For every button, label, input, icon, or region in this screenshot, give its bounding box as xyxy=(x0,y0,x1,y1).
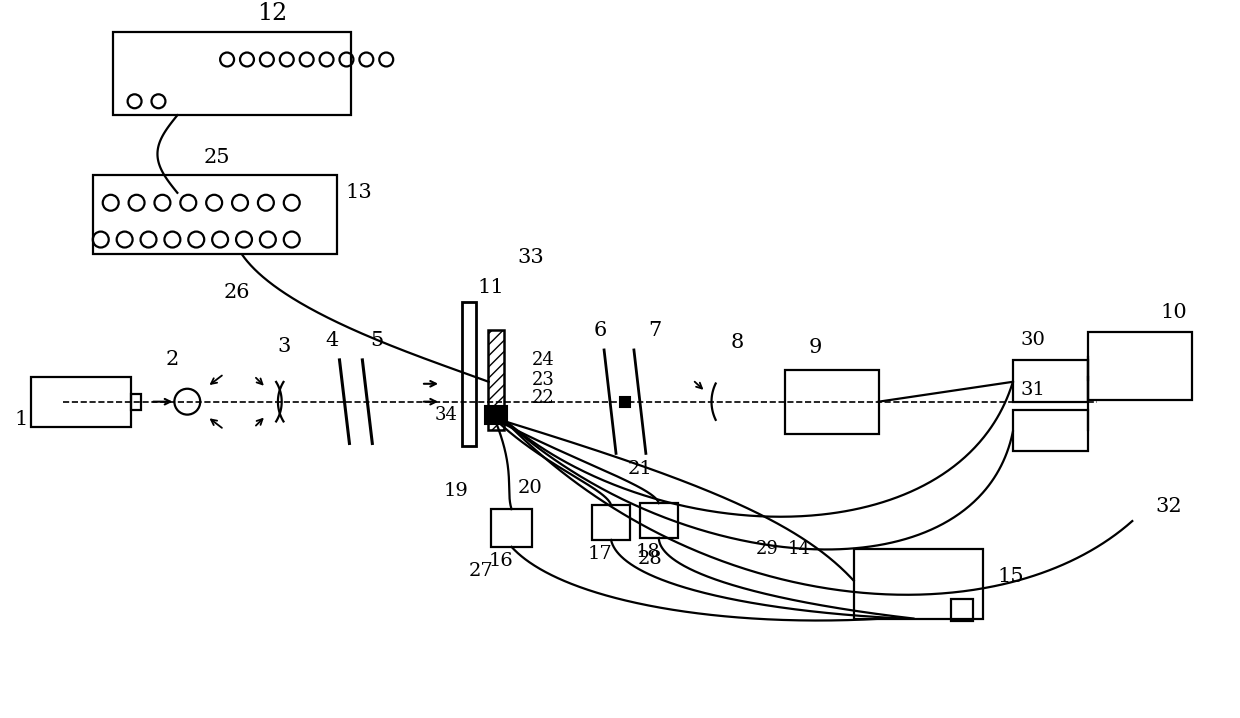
Bar xyxy=(593,505,630,540)
Bar xyxy=(461,302,476,447)
Bar xyxy=(487,330,503,429)
Text: 34: 34 xyxy=(434,406,458,424)
Text: 25: 25 xyxy=(203,149,231,167)
Text: 11: 11 xyxy=(477,278,505,297)
Bar xyxy=(113,32,351,115)
Bar xyxy=(854,549,983,618)
Text: 33: 33 xyxy=(517,248,544,267)
Text: 20: 20 xyxy=(518,479,543,498)
Text: 17: 17 xyxy=(588,545,613,563)
Text: 2: 2 xyxy=(166,350,179,369)
Bar xyxy=(1013,410,1087,452)
Text: 22: 22 xyxy=(532,388,554,406)
Bar xyxy=(485,406,507,424)
Text: 32: 32 xyxy=(1156,497,1183,516)
Bar xyxy=(785,370,879,434)
Text: 8: 8 xyxy=(730,332,744,352)
Text: 1: 1 xyxy=(15,410,27,429)
Bar xyxy=(93,175,336,254)
Text: 28: 28 xyxy=(637,550,662,568)
Bar xyxy=(130,393,140,410)
Bar xyxy=(1087,332,1192,400)
Text: 7: 7 xyxy=(649,320,661,340)
Text: 18: 18 xyxy=(635,543,660,561)
Bar xyxy=(31,377,130,426)
Text: 10: 10 xyxy=(1161,303,1188,322)
Text: 5: 5 xyxy=(371,330,384,350)
Bar xyxy=(620,397,630,406)
Text: 26: 26 xyxy=(223,283,250,302)
Text: 29: 29 xyxy=(755,540,779,558)
Text: 19: 19 xyxy=(444,482,469,500)
Text: 13: 13 xyxy=(345,183,372,202)
Text: 15: 15 xyxy=(998,567,1024,587)
Text: 23: 23 xyxy=(532,370,554,389)
Text: 21: 21 xyxy=(627,460,652,478)
Text: 6: 6 xyxy=(594,320,606,340)
Text: 14: 14 xyxy=(787,540,811,558)
Text: 12: 12 xyxy=(257,2,286,25)
Text: 30: 30 xyxy=(1021,331,1045,349)
Text: 27: 27 xyxy=(469,561,494,579)
Bar xyxy=(1013,360,1087,401)
Text: 4: 4 xyxy=(325,330,339,350)
Text: 16: 16 xyxy=(489,552,513,570)
Text: 9: 9 xyxy=(808,338,822,358)
Text: 3: 3 xyxy=(277,337,290,356)
Bar xyxy=(951,599,973,620)
Bar xyxy=(491,509,532,547)
Text: 31: 31 xyxy=(1021,381,1045,398)
Text: 24: 24 xyxy=(532,351,554,369)
Bar xyxy=(640,503,678,538)
